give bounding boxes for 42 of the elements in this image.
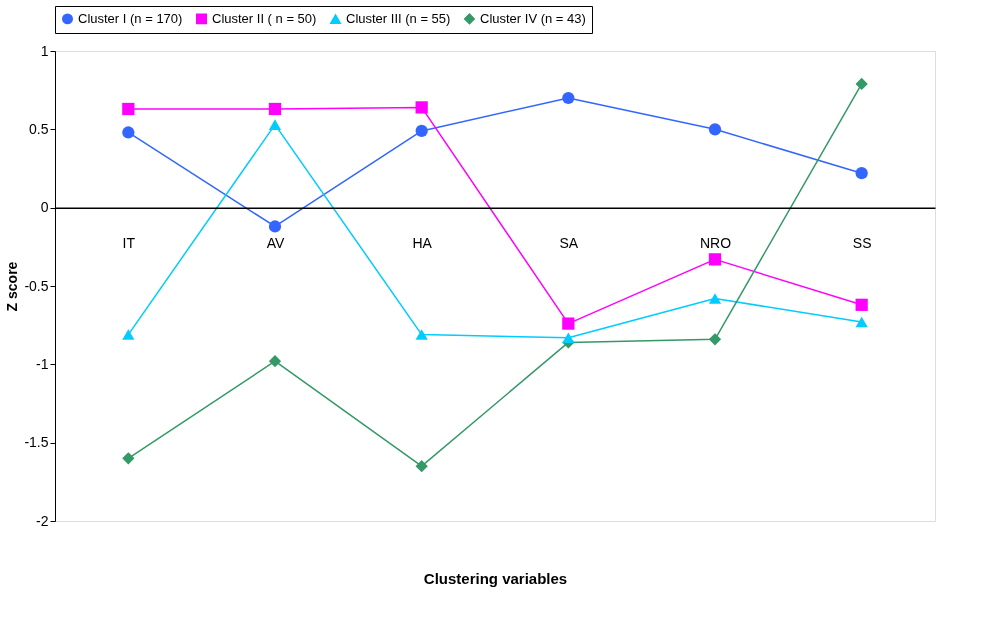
x-tick-label: SA [559, 235, 579, 252]
point [562, 317, 575, 330]
point [122, 102, 135, 116]
point [562, 332, 575, 343]
y-tick-label: 1 [40, 42, 49, 59]
y-tick-label: 0 [40, 199, 49, 216]
point [708, 123, 722, 136]
point [415, 101, 428, 114]
point [855, 77, 868, 91]
point [855, 167, 868, 180]
y-axis-title: Z score [4, 261, 21, 312]
x-tick-label: NRO [699, 235, 732, 252]
point [708, 253, 722, 266]
point [268, 355, 282, 368]
point [855, 298, 868, 311]
legend-label: Cluster I (n = 170) [78, 10, 183, 26]
point [562, 91, 575, 105]
point [268, 119, 282, 130]
point [708, 333, 722, 346]
point [122, 329, 135, 340]
point [708, 293, 722, 304]
point [268, 102, 282, 116]
x-tick-label: IT [122, 235, 136, 252]
y-tick-label: -1 [36, 355, 49, 372]
legend-label: Cluster III (n = 55) [346, 11, 451, 27]
point [122, 452, 135, 465]
x-axis-title: Clustering variables [423, 569, 568, 587]
legend-label: Cluster II ( n = 50) [212, 10, 317, 26]
point [415, 124, 428, 138]
point [268, 220, 282, 233]
point [122, 126, 135, 139]
point [415, 329, 428, 340]
y-tick-label: -0.5 [24, 277, 49, 294]
x-tick-label: HA [412, 235, 433, 252]
point [415, 460, 428, 473]
x-tick-label: SS [852, 235, 872, 252]
x-tick-label: AV [266, 235, 285, 252]
y-tick-label: -2 [36, 512, 49, 529]
point [855, 316, 868, 328]
y-tick-label: 0.5 [29, 120, 49, 137]
y-tick-label: -1.5 [24, 434, 49, 451]
legend-label: Cluster IV (n = 43) [480, 10, 586, 26]
